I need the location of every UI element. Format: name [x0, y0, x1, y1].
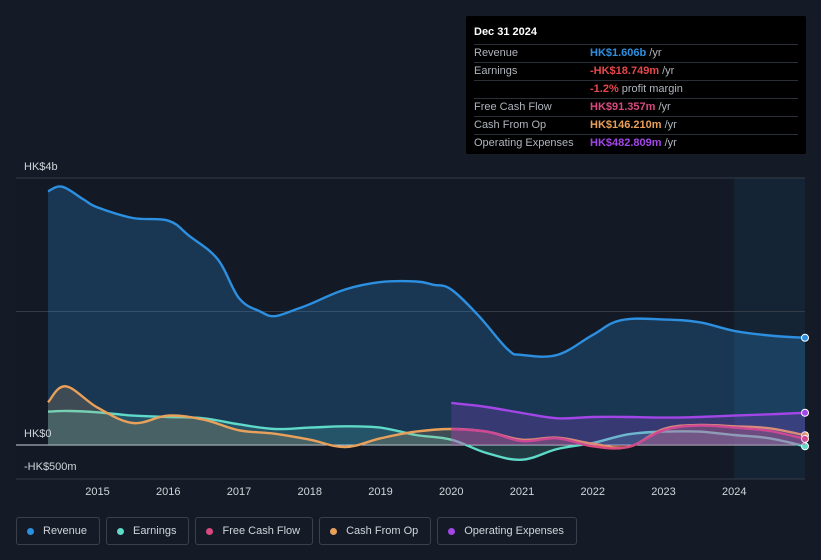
legend-dot-icon — [27, 527, 34, 535]
gridlines — [16, 177, 805, 480]
tooltip-row-earnings: Earnings -HK$18.749m /yr — [474, 63, 798, 81]
tooltip-row-cash-from-op: Cash From Op HK$146.210m /yr — [474, 117, 798, 135]
legend-item-free-cash-flow[interactable]: Free Cash Flow — [195, 517, 314, 545]
tooltip-label: Cash From Op — [474, 119, 547, 131]
revenue-area — [48, 186, 805, 446]
tooltip-unit: profit margin — [621, 83, 683, 95]
x-tick-label: 2015 — [85, 486, 109, 498]
x-tick-label: 2018 — [298, 486, 322, 498]
y-label-bottom: -HK$500m — [24, 461, 77, 473]
tooltip-value: HK$482.809m — [590, 137, 662, 149]
x-tick-label: 2017 — [227, 486, 251, 498]
tooltip-value: HK$91.357m — [590, 101, 656, 113]
free-cash-flow-line — [451, 424, 806, 450]
tooltip-unit: /yr — [664, 119, 677, 131]
operating-expenses-end-marker[interactable] — [801, 408, 809, 417]
y-label-top: HK$4b — [24, 161, 58, 173]
tooltip-unit: /yr — [658, 101, 671, 113]
operating-expenses-line — [451, 401, 806, 420]
x-tick-label: 2023 — [651, 486, 675, 498]
legend-dot-icon — [330, 527, 338, 535]
tooltip-label: Revenue — [474, 47, 519, 59]
tooltip-row-operating-expenses: Operating Expenses HK$482.809m /yr — [474, 135, 798, 152]
tooltip-date: Dec 31 2024 — [474, 24, 798, 45]
legend-dot-icon — [448, 527, 456, 535]
legend-item-earnings[interactable]: Earnings — [106, 517, 190, 545]
x-ticks: 2015 2016 2017 2018 2019 2020 2021 2022 2023 2024 — [85, 486, 746, 498]
tooltip-value: HK$146.210m — [590, 119, 662, 131]
cash-from-op-area — [48, 386, 805, 448]
tooltip: Dec 31 2024 Revenue HK$1.606b /yr Earnin… — [466, 16, 806, 154]
tooltip-value: -HK$18.749m — [590, 65, 660, 77]
tooltip-label: Earnings — [474, 65, 518, 77]
tooltip-row-profit-margin: -1.2% profit margin — [474, 81, 798, 99]
y-label-zero: HK$0 — [24, 428, 52, 440]
tooltip-row-revenue: Revenue HK$1.606b /yr — [474, 45, 798, 63]
legend: Revenue Earnings Free Cash Flow Cash Fro… — [16, 517, 577, 545]
tooltip-value: HK$1.606b — [590, 47, 647, 59]
legend-label: Free Cash Flow — [222, 525, 301, 537]
legend-item-cash-from-op[interactable]: Cash From Op — [319, 517, 432, 545]
revenue-end-marker[interactable] — [801, 333, 809, 342]
free-cash-flow-area — [451, 425, 805, 449]
tooltip-value: -1.2% — [590, 83, 619, 95]
cash-from-op-line — [47, 385, 806, 450]
legend-item-operating-expenses[interactable]: Operating Expenses — [437, 517, 577, 545]
x-tick-label: 2022 — [581, 486, 605, 498]
operating-expenses-area — [451, 402, 805, 445]
x-tick-label: 2020 — [439, 486, 463, 498]
tooltip-label: Free Cash Flow — [474, 101, 552, 113]
legend-item-revenue[interactable]: Revenue — [16, 517, 101, 545]
legend-label: Revenue — [43, 525, 88, 537]
tooltip-row-free-cash-flow: Free Cash Flow HK$91.357m /yr — [474, 99, 798, 117]
plot-background — [16, 178, 805, 479]
tooltip-label — [474, 81, 590, 98]
revenue-line — [47, 185, 806, 358]
tooltip-unit: /yr — [662, 65, 675, 77]
axes: HK$4b HK$0 -HK$500m — [24, 161, 77, 473]
x-tick-label: 2016 — [156, 486, 180, 498]
x-tick-label: 2024 — [722, 486, 746, 498]
tooltip-unit: /yr — [664, 137, 677, 149]
legend-dot-icon — [117, 527, 125, 535]
x-tick-label: 2019 — [368, 486, 392, 498]
legend-label: Operating Expenses — [464, 525, 564, 537]
legend-label: Cash From Op — [346, 525, 419, 537]
legend-dot-icon — [206, 527, 214, 535]
tooltip-label: Operating Expenses — [474, 137, 574, 149]
x-tick-label: 2021 — [510, 486, 534, 498]
series-group — [47, 185, 809, 461]
legend-label: Earnings — [133, 525, 177, 537]
tooltip-unit: /yr — [649, 47, 662, 59]
free-cash-flow-end-marker[interactable] — [801, 434, 809, 443]
